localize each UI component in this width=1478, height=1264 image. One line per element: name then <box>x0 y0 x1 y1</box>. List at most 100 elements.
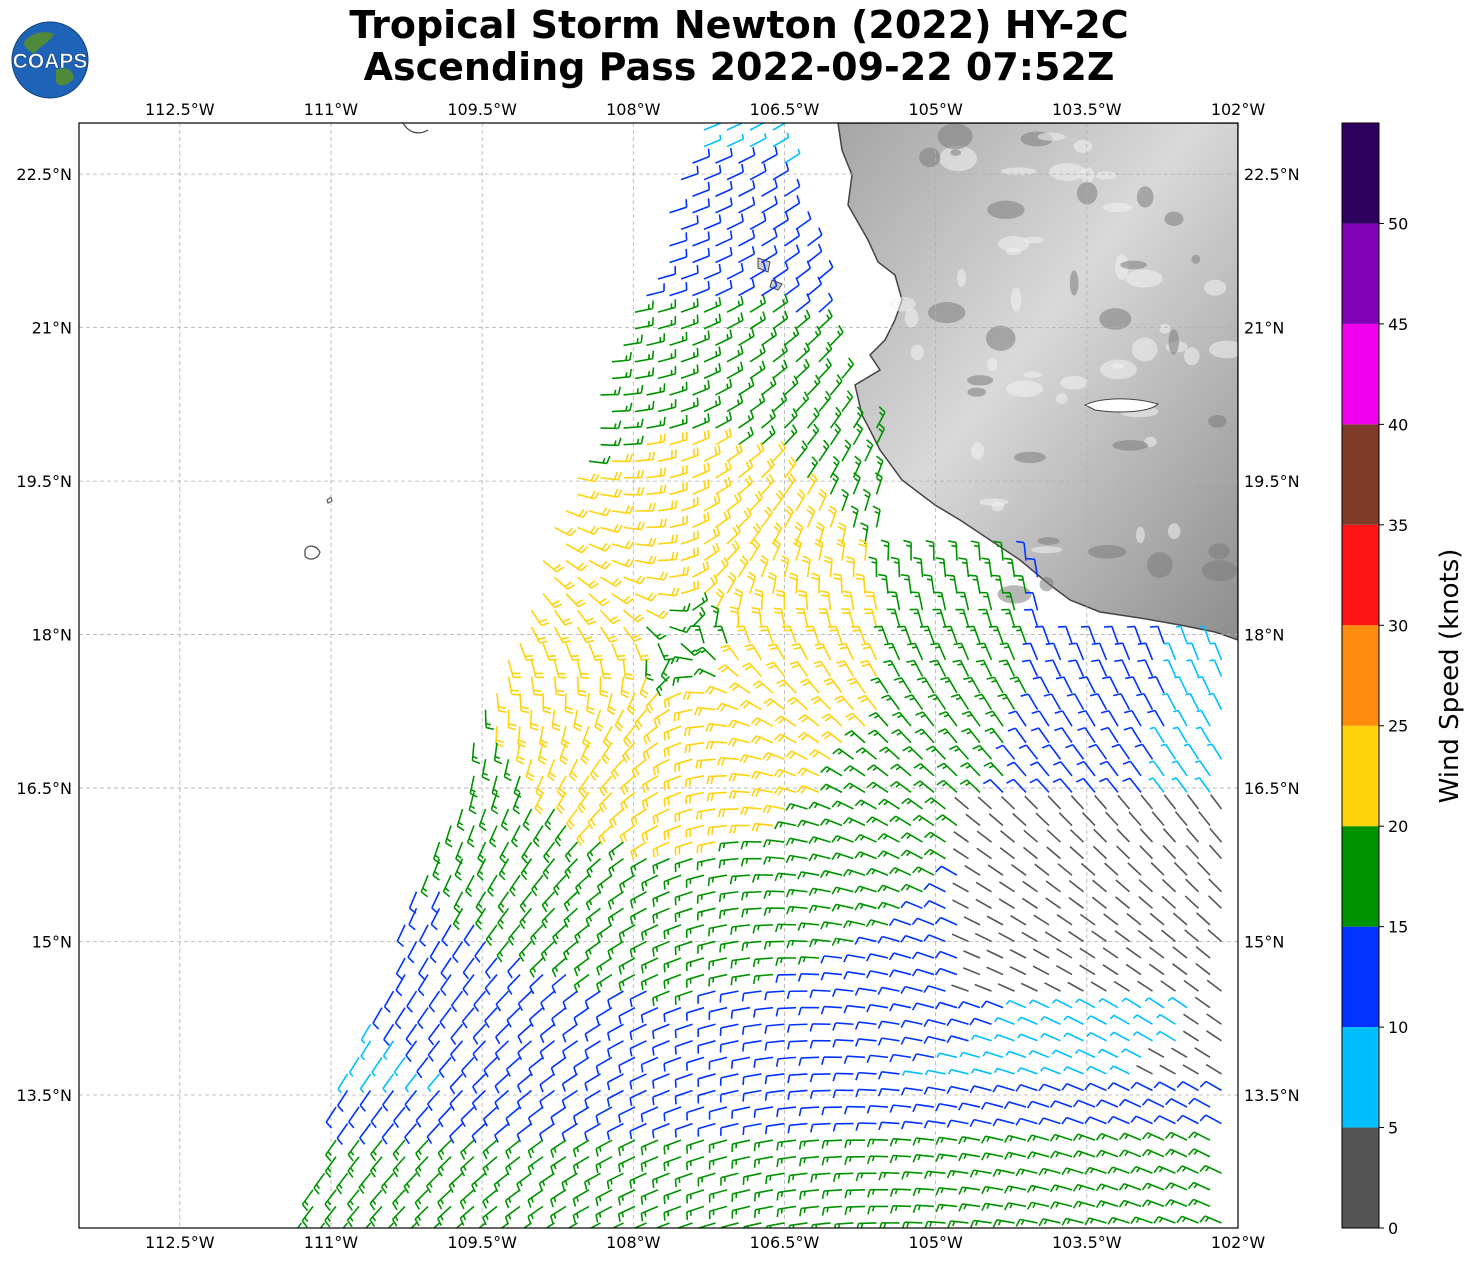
wind-barb <box>674 1122 693 1138</box>
wind-barb <box>614 709 625 732</box>
wind-barb <box>726 133 745 148</box>
wind-barb <box>832 1039 854 1048</box>
wind-barb <box>561 1122 578 1142</box>
wind-barb <box>657 587 680 597</box>
wind-barb <box>566 808 579 831</box>
wind-barb <box>639 676 649 699</box>
wind-barb <box>715 230 733 247</box>
wind-barb <box>889 1104 912 1113</box>
wind-barb <box>1195 726 1211 744</box>
wind-barb <box>640 1106 659 1123</box>
wind-barb <box>634 367 655 380</box>
wind-barb <box>1077 726 1096 744</box>
wind-barb <box>975 898 992 910</box>
terrain-patch <box>1125 269 1163 288</box>
wind-barb <box>646 518 667 529</box>
wind-barb <box>1194 760 1211 777</box>
wind-barb <box>1088 743 1108 760</box>
wind-barb <box>780 555 790 578</box>
wind-barb <box>956 591 970 611</box>
wind-barb <box>924 1069 946 1076</box>
wind-barb <box>831 937 854 946</box>
wind-barb <box>1171 1047 1188 1059</box>
wind-barb <box>623 435 644 446</box>
wind-barb <box>663 924 682 940</box>
wind-barb <box>784 148 801 164</box>
lat-tick-label-right: 22.5°N <box>1244 165 1300 184</box>
wind-barb <box>609 808 625 829</box>
wind-barb <box>697 1023 716 1037</box>
wind-barb <box>749 133 767 148</box>
wind-barb <box>1046 846 1062 860</box>
wind-barb <box>580 742 590 765</box>
colorbar-bin <box>1342 725 1379 827</box>
wind-barb <box>452 907 464 931</box>
colorbar-bin <box>1342 223 1379 324</box>
wind-barb <box>565 543 588 554</box>
wind-barb <box>974 983 992 992</box>
colorbar-tick-label: 25 <box>1388 717 1408 736</box>
wind-barb <box>1141 1132 1165 1141</box>
wind-barb <box>1000 795 1016 810</box>
wind-barb <box>841 357 855 379</box>
lon-tick-label-top: 106.5°W <box>750 100 820 119</box>
wind-barb <box>785 837 808 846</box>
wind-barb <box>1115 879 1131 893</box>
wind-barb <box>814 538 824 561</box>
wind-barb <box>1116 845 1131 860</box>
wind-barb <box>634 317 654 330</box>
wind-barb <box>692 429 710 446</box>
wind-barb <box>878 1087 900 1097</box>
wind-barb <box>773 768 797 778</box>
wind-barb <box>854 987 877 996</box>
wind-barb <box>1104 862 1119 876</box>
wind-barb <box>795 309 811 330</box>
terrain-patch <box>1037 132 1066 141</box>
wind-barb <box>1185 692 1200 710</box>
wind-barb <box>562 940 579 961</box>
wind-barb <box>795 293 811 313</box>
wind-barb <box>473 990 487 1012</box>
wind-barb <box>692 198 711 214</box>
wind-barb <box>426 1123 441 1144</box>
wind-barb <box>1196 912 1211 926</box>
wind-barb <box>715 279 733 297</box>
wind-barb <box>1196 861 1211 876</box>
wind-barb <box>865 919 889 928</box>
wind-barb <box>969 1017 992 1026</box>
wind-barb <box>788 1222 808 1228</box>
wind-barb <box>832 1122 854 1132</box>
wind-barb <box>900 985 923 994</box>
wind-barb <box>481 759 490 782</box>
wind-barb <box>437 1156 452 1177</box>
wind-barb <box>1005 1050 1027 1059</box>
terrain-patch <box>1099 308 1132 330</box>
wind-barb <box>808 853 831 862</box>
wind-barb <box>852 422 864 446</box>
wind-barb <box>958 1152 981 1162</box>
wind-barb <box>576 824 590 846</box>
wind-barb <box>902 746 924 760</box>
wind-barb <box>749 311 767 330</box>
wind-barb <box>912 1154 935 1163</box>
wind-barb <box>607 990 624 1009</box>
wind-barb <box>663 692 682 709</box>
terrain-patch <box>888 296 916 312</box>
wind-barb <box>744 643 763 661</box>
wind-barb <box>408 907 418 931</box>
wind-barb <box>1024 608 1039 628</box>
wind-barb <box>786 939 808 949</box>
wind-barb <box>542 559 564 573</box>
wind-barb <box>695 758 716 769</box>
wind-barb <box>608 841 624 861</box>
wind-barb <box>448 1172 464 1193</box>
wind-barb <box>1041 744 1062 760</box>
wind-barb <box>440 974 452 996</box>
wind-barb <box>348 1106 360 1129</box>
terrain-patch <box>1204 279 1227 296</box>
wind-barb <box>936 762 958 777</box>
wind-barb <box>602 725 613 749</box>
wind-barb <box>497 891 510 914</box>
wind-barb <box>903 539 912 561</box>
